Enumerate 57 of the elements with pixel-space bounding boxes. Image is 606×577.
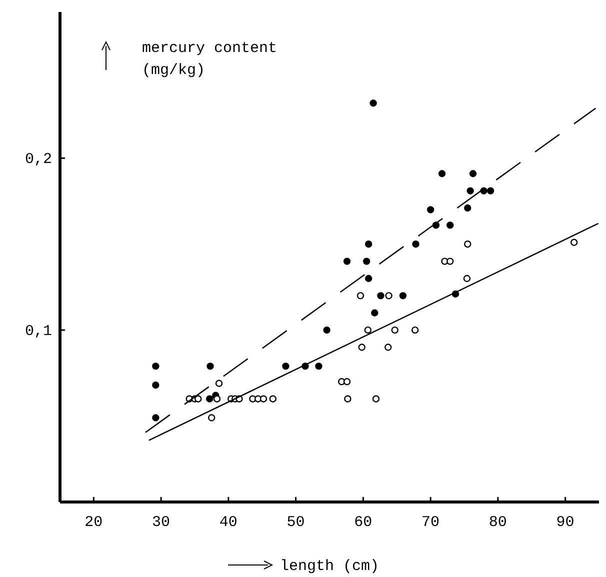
point: [344, 395, 352, 402]
point: [469, 170, 477, 178]
point: [362, 258, 370, 265]
y-axis-title: mercury content (mg/kg): [142, 40, 278, 79]
point: [480, 187, 488, 194]
point: [438, 170, 446, 178]
x-tick-label: 80: [488, 514, 507, 531]
point: [152, 362, 160, 370]
x-tick-label: 60: [354, 514, 372, 531]
x-tick-label: 70: [422, 514, 440, 531]
point: [194, 395, 202, 402]
point: [364, 326, 372, 334]
point: [399, 292, 407, 300]
point: [446, 222, 454, 229]
point: [384, 344, 392, 351]
point: [464, 204, 472, 212]
point: [486, 187, 494, 194]
point: [213, 395, 221, 402]
point: [426, 206, 434, 214]
point: [570, 238, 578, 246]
point: [385, 292, 392, 300]
point: [446, 258, 454, 265]
point: [412, 240, 420, 248]
point: [260, 395, 268, 402]
point: [323, 326, 330, 334]
x-tick-label: 20: [84, 514, 103, 531]
point: [356, 292, 364, 300]
point: [215, 380, 223, 387]
point: [343, 258, 351, 265]
y-tick-label: 0,2: [24, 151, 52, 168]
point: [463, 274, 471, 282]
point: [152, 414, 160, 422]
x-tick-label: 90: [556, 514, 574, 531]
point: [269, 395, 277, 402]
x-tick-label: 40: [219, 514, 238, 531]
x-tick-label: 50: [286, 514, 305, 531]
point: [372, 395, 380, 402]
point: [411, 326, 419, 334]
point: [208, 414, 216, 422]
x-tick-label: 30: [152, 514, 170, 531]
point: [358, 344, 366, 351]
point: [370, 100, 377, 107]
point: [364, 274, 372, 282]
point: [391, 326, 398, 334]
point: [364, 240, 372, 248]
point: [206, 395, 214, 402]
point: [206, 362, 214, 370]
point: [282, 362, 290, 370]
point: [343, 378, 351, 386]
point: [152, 381, 160, 389]
point: [464, 240, 472, 248]
point: [371, 309, 378, 316]
y-tick-label: 0,1: [24, 323, 52, 340]
point: [466, 187, 474, 194]
x-axis-title: length (cm): [280, 558, 380, 575]
point: [377, 292, 384, 300]
point: [315, 362, 322, 370]
